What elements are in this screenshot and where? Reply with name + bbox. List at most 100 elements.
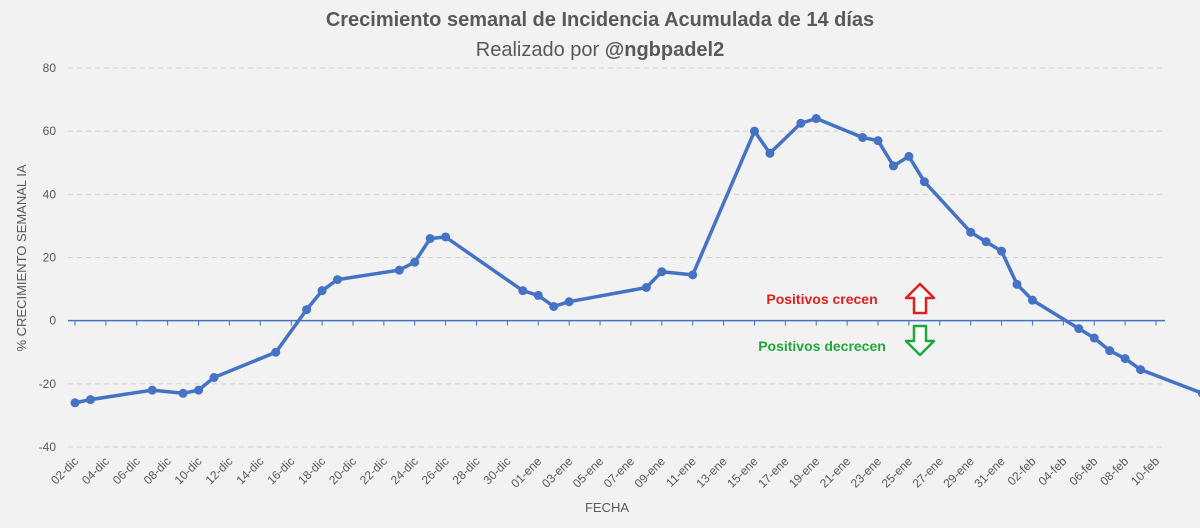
data-point xyxy=(749,126,759,136)
x-tick-label: 14-dic xyxy=(233,454,266,487)
data-point xyxy=(1120,354,1130,364)
data-point xyxy=(1027,295,1037,305)
x-tick-label: 31-ene xyxy=(971,454,1008,491)
down-arrow-icon xyxy=(904,324,936,357)
data-point xyxy=(1105,346,1115,356)
x-tick-label: 23-ene xyxy=(848,454,885,491)
data-point xyxy=(333,275,343,285)
x-tick-label: 04-dic xyxy=(79,454,112,487)
data-point xyxy=(549,301,559,311)
x-axis-ticks: 02-dic04-dic06-dic08-dic10-dic12-dic14-d… xyxy=(48,320,1162,491)
y-tick-label: -20 xyxy=(39,377,57,391)
x-tick-label: 25-ene xyxy=(879,454,916,491)
data-point xyxy=(85,395,95,405)
data-point xyxy=(904,151,914,161)
x-tick-label: 03-ene xyxy=(539,454,576,491)
data-point xyxy=(641,283,651,293)
data-point xyxy=(858,132,868,142)
x-tick-label: 08-dic xyxy=(141,454,174,487)
x-tick-label: 11-ene xyxy=(663,454,699,490)
subtitle-prefix: Realizado por xyxy=(476,39,605,61)
data-point xyxy=(919,177,929,187)
up-arrow-icon xyxy=(904,282,936,315)
y-tick-label: -40 xyxy=(39,440,57,454)
x-tick-label: 05-ene xyxy=(570,454,607,491)
data-point xyxy=(394,265,404,275)
data-point xyxy=(1089,333,1099,343)
data-point xyxy=(533,290,543,300)
data-point xyxy=(997,246,1007,256)
x-tick-label: 02-feb xyxy=(1005,454,1039,488)
data-point xyxy=(147,385,157,395)
data-point xyxy=(688,270,698,280)
y-tick-label: 0 xyxy=(49,314,56,328)
data-point xyxy=(518,286,528,296)
data-point xyxy=(271,347,281,357)
data-point xyxy=(194,385,204,395)
series-line xyxy=(73,116,1200,405)
y-tick-label: 20 xyxy=(43,251,57,265)
series-layer xyxy=(70,114,1200,408)
data-point xyxy=(1136,365,1146,375)
data-point xyxy=(873,136,883,146)
x-tick-label: 19-ene xyxy=(786,454,823,491)
data-point xyxy=(888,161,898,171)
x-tick-label: 06-dic xyxy=(110,454,143,487)
x-tick-label: 01-ene xyxy=(508,454,545,491)
x-tick-label: 02-dic xyxy=(48,454,81,487)
x-tick-label: 13-ene xyxy=(693,454,730,491)
gridlines xyxy=(68,67,1165,448)
x-tick-label: 22-dic xyxy=(357,454,390,487)
y-tick-label: 80 xyxy=(43,61,57,75)
data-point xyxy=(811,114,821,124)
annotation-decrecen-label: Positivos decrecen xyxy=(758,338,886,354)
x-tick-label: 04-feb xyxy=(1036,454,1070,488)
x-tick-label: 28-dic xyxy=(450,454,483,487)
data-point xyxy=(1074,324,1084,334)
x-tick-label: 26-dic xyxy=(419,454,452,487)
data-point xyxy=(425,234,435,244)
data-point xyxy=(178,388,188,398)
x-tick-label: 08-feb xyxy=(1097,454,1131,488)
data-point xyxy=(765,148,775,158)
x-axis-title: FECHA xyxy=(585,500,629,515)
data-point xyxy=(317,286,327,296)
x-tick-label: 12-dic xyxy=(203,454,236,487)
y-tick-label: 60 xyxy=(43,124,57,138)
subtitle-handle: @ngbpadel2 xyxy=(605,39,725,61)
data-point xyxy=(209,373,219,383)
y-axis-title: % CRECIMIENTO SEMANAL IA xyxy=(14,164,29,351)
x-tick-label: 24-dic xyxy=(388,454,421,487)
data-point xyxy=(302,305,312,315)
x-tick-label: 07-ene xyxy=(601,454,638,491)
x-tick-label: 09-ene xyxy=(632,454,669,491)
x-tick-label: 06-feb xyxy=(1066,454,1100,488)
data-point xyxy=(657,267,667,277)
annotation-crecen-label: Positivos crecen xyxy=(766,291,877,307)
x-tick-label: 16-dic xyxy=(264,454,297,487)
x-tick-label: 29-ene xyxy=(940,454,977,491)
x-tick-label: 20-dic xyxy=(326,454,359,487)
x-tick-label: 10-dic xyxy=(172,454,205,487)
data-point xyxy=(1012,279,1022,289)
y-axis-ticks: -40 -20 0 20 40 60 80 xyxy=(39,61,57,454)
x-tick-label: 18-dic xyxy=(295,454,328,487)
chart-subtitle: Realizado por @ngbpadel2 xyxy=(476,39,724,61)
x-tick-label: 17-ene xyxy=(755,454,792,491)
data-point xyxy=(564,297,574,307)
x-tick-label: 27-ene xyxy=(910,454,947,491)
x-tick-label: 15-ene xyxy=(724,454,761,491)
data-point xyxy=(410,257,420,267)
data-point xyxy=(796,118,806,128)
x-tick-label: 21-ene xyxy=(817,454,854,491)
data-point xyxy=(981,237,991,247)
data-point xyxy=(1197,389,1200,398)
data-point xyxy=(70,398,80,408)
data-point xyxy=(441,232,451,242)
y-tick-label: 40 xyxy=(43,187,57,201)
x-tick-label: 10-feb xyxy=(1128,454,1162,488)
chart-title: Crecimiento semanal de Incidencia Acumul… xyxy=(326,9,874,31)
data-point xyxy=(966,227,976,237)
